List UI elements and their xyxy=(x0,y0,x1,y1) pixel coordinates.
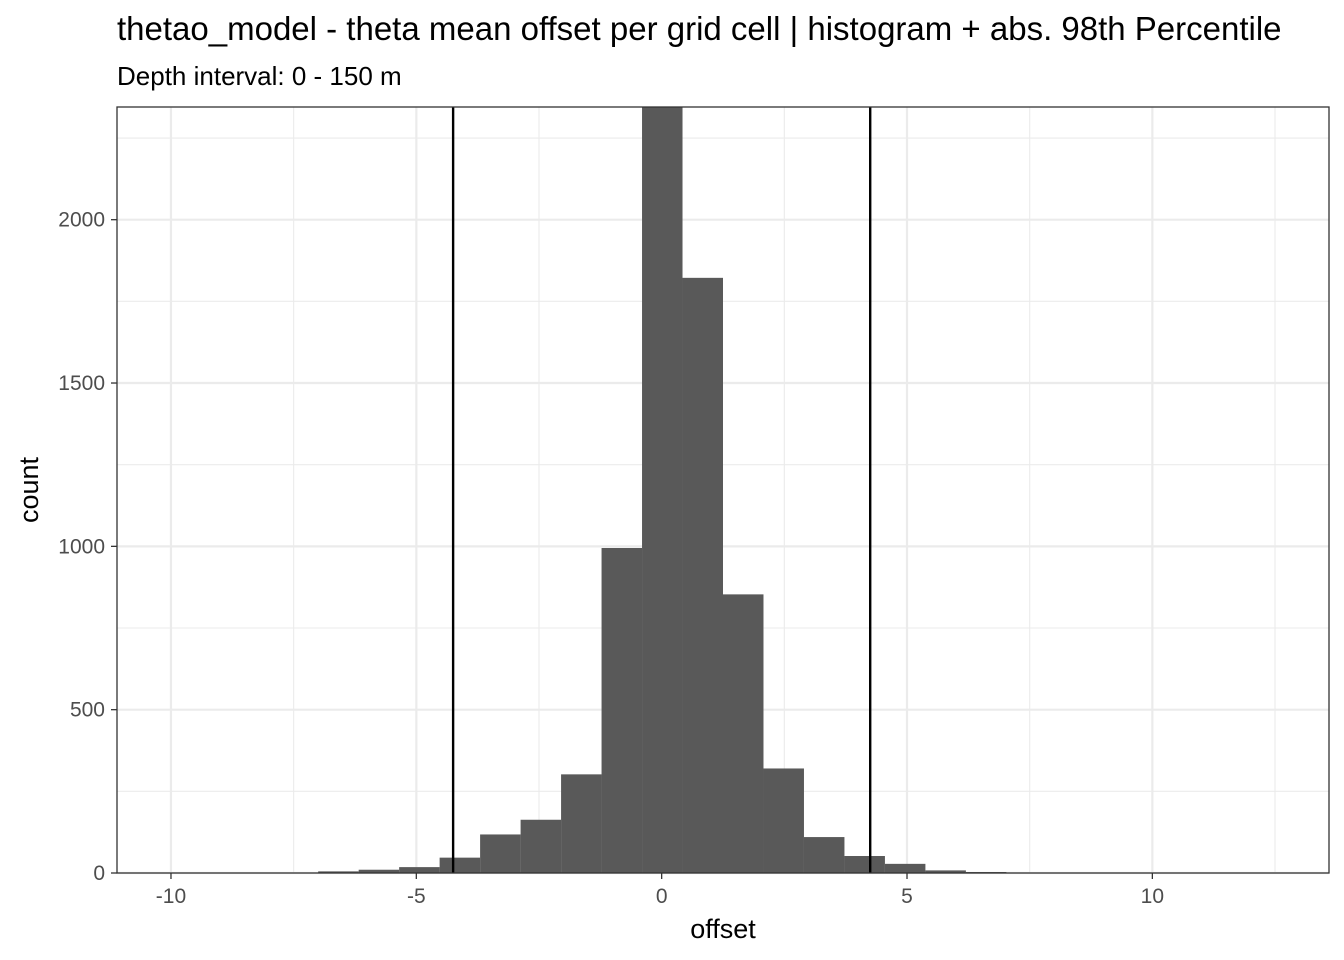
histogram-bar xyxy=(399,867,440,873)
histogram-bar xyxy=(723,594,764,873)
y-tick-label: 500 xyxy=(70,699,105,722)
histogram-bar xyxy=(803,837,845,873)
histogram-bar xyxy=(884,863,926,873)
histogram-bar xyxy=(520,819,562,873)
histogram-bars xyxy=(318,107,1007,873)
chart-title: thetao_model - theta mean offset per gri… xyxy=(117,10,1282,47)
y-tick-label: 1500 xyxy=(58,372,105,395)
histogram-bar xyxy=(844,856,885,873)
x-tick-label: -10 xyxy=(156,885,186,908)
percentile-lines xyxy=(451,107,872,873)
y-tick-label: 1000 xyxy=(58,535,105,558)
histogram-bar xyxy=(439,857,481,873)
x-tick-label: 0 xyxy=(656,885,668,908)
histogram-bar xyxy=(925,870,966,873)
y-tick-label: 2000 xyxy=(58,209,105,232)
histogram-bar xyxy=(480,834,521,873)
x-axis-title: offset xyxy=(690,914,756,944)
histogram-bar xyxy=(642,107,683,873)
y-axis-title: count xyxy=(14,456,44,523)
axes: -10 -5 0 5 10 0 500 1000 1500 2000 xyxy=(58,209,1164,908)
histogram-bar xyxy=(763,768,804,873)
histogram-bar xyxy=(561,774,602,873)
histogram-bar xyxy=(358,869,400,873)
y-tick-label: 0 xyxy=(93,862,105,885)
x-tick-label: -5 xyxy=(407,885,426,908)
histogram-bar xyxy=(682,277,723,873)
x-tick-label: 5 xyxy=(901,885,913,908)
x-tick-label: 10 xyxy=(1141,885,1164,908)
histogram-bar xyxy=(601,547,643,873)
panel-border xyxy=(116,106,1330,874)
chart-subtitle: Depth interval: 0 - 150 m xyxy=(117,61,402,91)
histogram-bar xyxy=(318,871,359,873)
